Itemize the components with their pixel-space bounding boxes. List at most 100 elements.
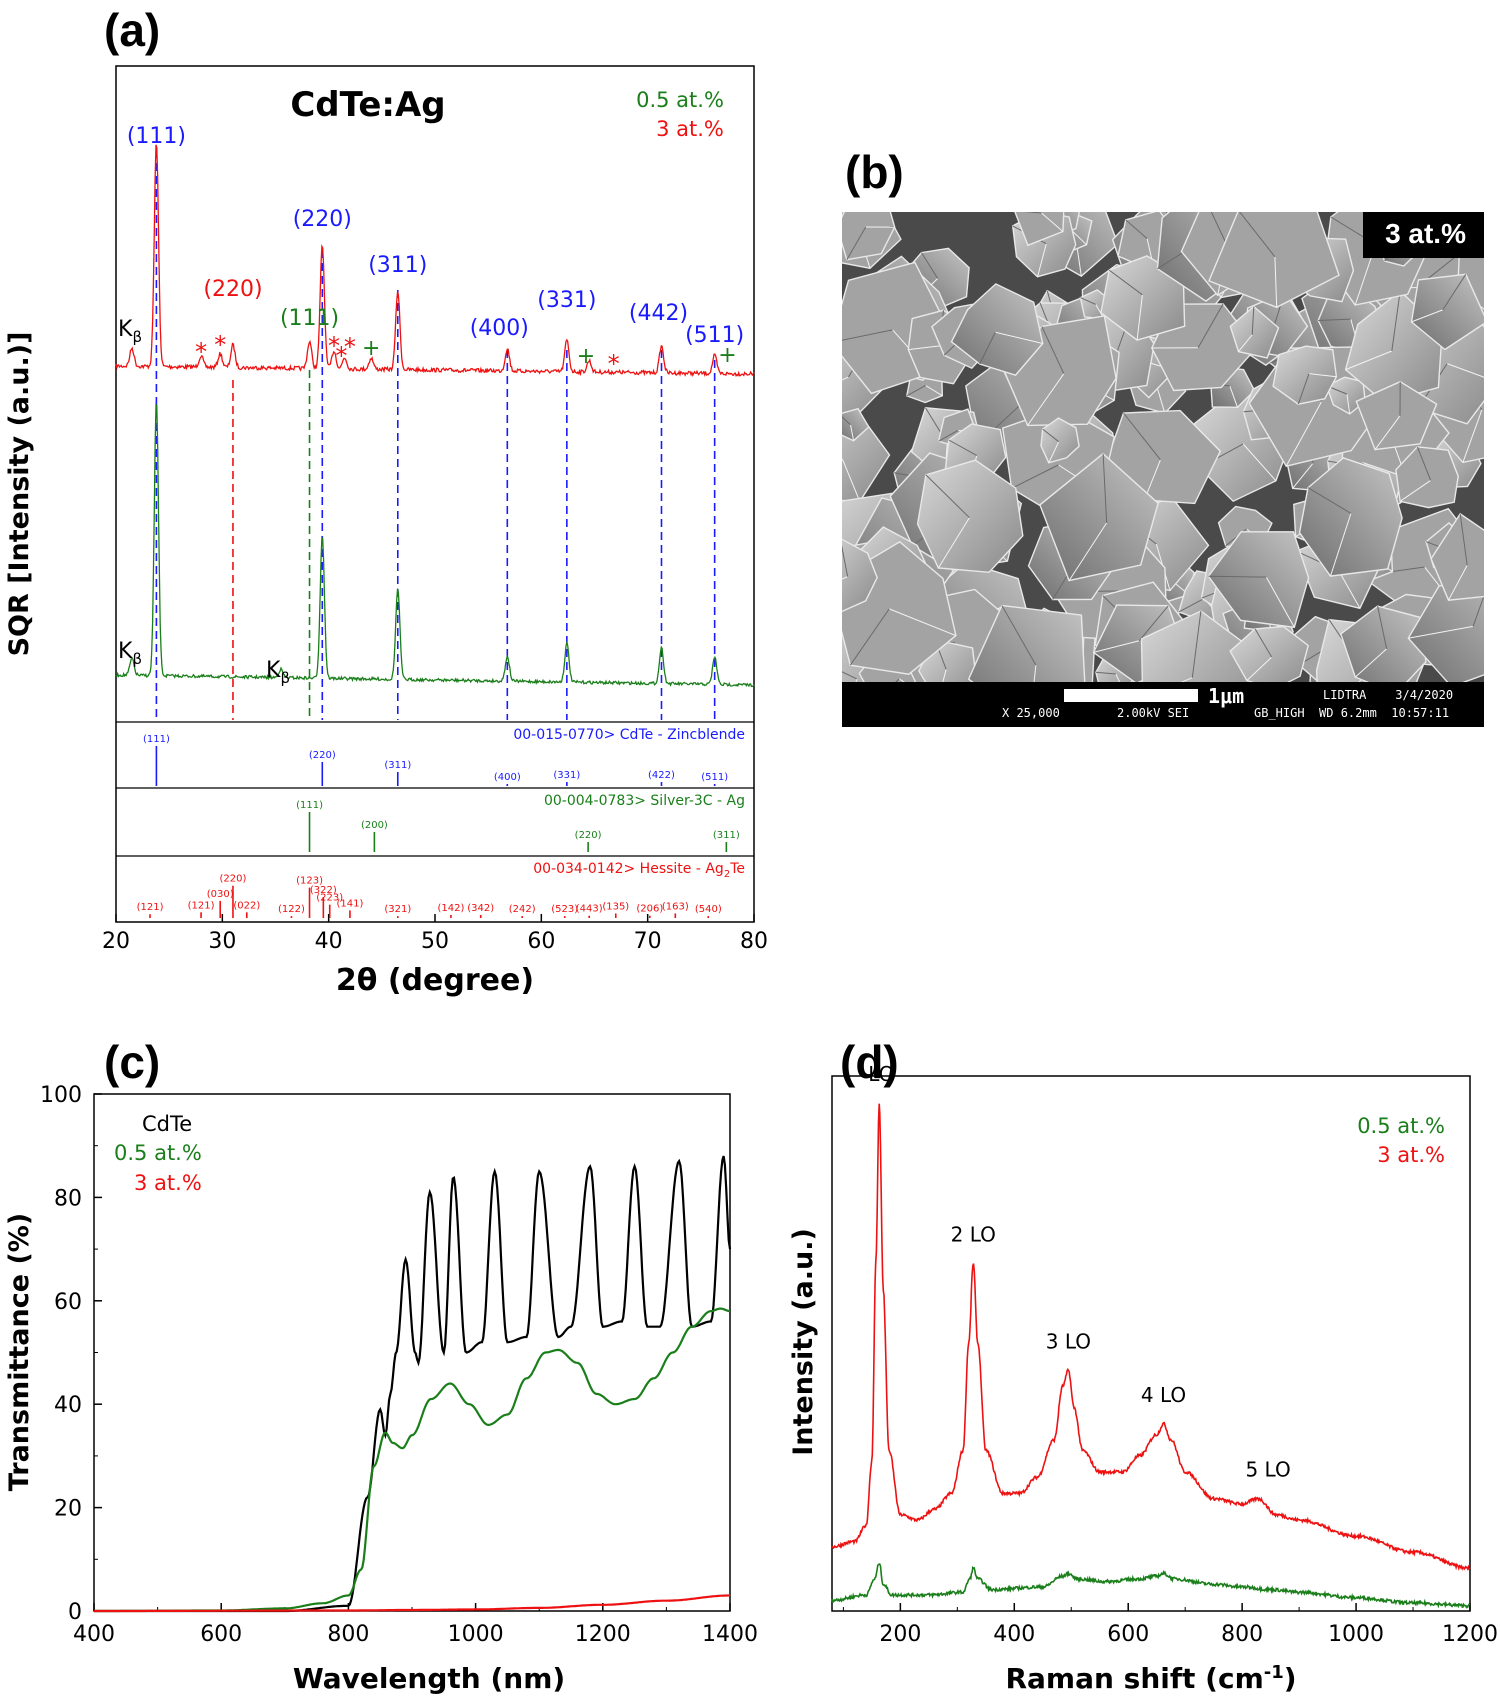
sem-crystal-edge (846, 226, 867, 260)
chart-a-peak-label: (220) (293, 207, 352, 232)
chart-d-ylabel: Intensity (a.u.) (788, 1228, 819, 1456)
chart-c-ytick-label: 20 (54, 1497, 82, 1522)
chart-a-ref-hkl: (223) (316, 893, 343, 904)
sem-crystal-edge (1102, 453, 1108, 523)
panel-label-b: (b) (845, 146, 904, 198)
sem-image: 3 at.% 1μm LIDTRA 3/4/2020 X 25,000 2.00… (842, 212, 1484, 727)
sem-info-magnification: X 25,000 (1002, 706, 1060, 720)
sem-crystal-edge (1308, 373, 1337, 378)
sem-crystal-edge (1072, 230, 1087, 246)
sem-crystal (1430, 512, 1484, 601)
chart-d-xtick-label: 1200 (1442, 1622, 1498, 1647)
chart-d-xtick-label: 400 (993, 1622, 1035, 1647)
sem-crystal-edge (849, 608, 890, 666)
chart-a-xtick-label: 40 (315, 929, 343, 954)
sem-crystal-edge (1042, 428, 1060, 443)
sem-crystal (1208, 212, 1340, 309)
sem-crystal-edge (1208, 575, 1267, 578)
chart-a-peak-label: (442) (629, 301, 688, 326)
chart-a-xtick-label: 50 (421, 929, 449, 954)
chart-a-ref-hkl: (111) (296, 800, 323, 811)
sem-micrograph (842, 212, 1484, 727)
sem-crystal-edge (1041, 326, 1065, 374)
sem-info-voltage: 2.00kV SEI (1117, 706, 1190, 720)
sem-crystal (842, 407, 870, 442)
sem-crystal-edge (1391, 291, 1401, 352)
sem-crystal-edge (1354, 648, 1387, 678)
chart-a-ref-hkl: (220) (220, 874, 247, 885)
sem-scale-bar (1064, 689, 1198, 702)
sem-crystal-edge (1178, 597, 1205, 613)
chart-a-xtick-label: 70 (634, 929, 662, 954)
sem-crystal-edge (937, 517, 970, 569)
sem-crystal-edge (1037, 243, 1047, 277)
chart-a-legend-red: 3 at.% (656, 117, 724, 141)
chart-a-peak-label: (511) (685, 323, 744, 348)
chart-a-xtick-label: 60 (527, 929, 555, 954)
sem-crystal-edge (1416, 446, 1432, 481)
sem-crystal-edge (1138, 605, 1169, 642)
chart-a-marker: * (328, 332, 340, 360)
chart-c-ytick-label: 0 (68, 1600, 82, 1625)
chart-a-ref-hkl: (200) (361, 820, 388, 831)
sem-crystal-edge (1011, 464, 1059, 489)
chart-a-marker: * (608, 350, 620, 378)
chart-c-xtick-label: 1200 (575, 1622, 631, 1647)
sem-info-details: GB_HIGH WD 6.2mm 10:57:11 (1254, 706, 1450, 720)
sem-crystal-edge (1123, 412, 1161, 461)
sem-crystal-edge (1446, 363, 1484, 378)
chart-a-ref-hkl: (030) (207, 889, 234, 900)
chart-a-ref-hkl: (422) (648, 770, 675, 781)
sem-crystal (1207, 531, 1310, 629)
chart-d-series-red (831, 1103, 1471, 1572)
sem-crystal (842, 212, 896, 261)
chart-a-ref-hkl: (142) (438, 903, 465, 914)
sem-crystal-edge (1292, 463, 1314, 489)
sem-crystal-edge (925, 474, 970, 519)
chart-a-series-red (115, 144, 755, 378)
sem-crystal-edge (1442, 274, 1467, 311)
sem-crystal-edge (1191, 610, 1202, 678)
sem-crystal (1395, 446, 1459, 509)
chart-a-marker: * (214, 331, 226, 359)
chart-a-ref-label: 00-034-0142> Hessite - Ag2Te (533, 861, 745, 880)
sem-crystal (1410, 273, 1484, 351)
chart-a-ref-hkl: (163) (662, 901, 689, 912)
sem-crystal-edge (1041, 212, 1064, 232)
chart-a-marker: + (577, 344, 595, 369)
chart-a-ref-hkl: (311) (384, 760, 411, 771)
sem-crystal-edge (1108, 269, 1143, 296)
sem-crystal-edge (1246, 656, 1273, 681)
sem-crystal-edge (1242, 443, 1277, 482)
sem-crystal-edge (1399, 480, 1431, 502)
chart-a-legend-green: 0.5 at.% (636, 88, 724, 112)
chart-a-kbeta-label: Kβ (266, 658, 290, 687)
sem-crystal-edge (1254, 628, 1273, 658)
chart-d-xlabel: Raman shift (cm-1) (1005, 1662, 1296, 1695)
chart-a-ref-label: 00-004-0783> Silver-3C - Ag (544, 793, 745, 809)
sem-crystal-edge (1048, 441, 1060, 464)
sem-crystal-edge (1408, 625, 1474, 639)
sem-crystal-edge (1197, 303, 1224, 348)
chart-a-marker: + (362, 336, 380, 361)
sem-crystal-edge (1459, 513, 1468, 566)
sem-crystal (1039, 452, 1159, 582)
sem-crystal-edge (850, 424, 855, 441)
chart-a-ref-hkl: (242) (509, 904, 536, 915)
chart-a-xtick-label: 30 (208, 929, 236, 954)
chart-c-ytick-label: 80 (54, 1186, 82, 1211)
chart-a-ref-hkl: (141) (336, 898, 363, 909)
sem-crystal-edge (1472, 594, 1484, 627)
chart-d-legend-green: 0.5 at.% (1357, 1114, 1445, 1138)
sem-crystal (950, 283, 1044, 377)
chart-a-ref-hkl: (121) (137, 902, 164, 913)
chart-c-legend-black: CdTe (142, 1112, 192, 1136)
sem-crystal-edge (979, 332, 996, 365)
chart-a-series-green (115, 403, 755, 688)
chart-c: CdTe 0.5 at.% 3 at.% Wavelength (nm) Tra… (4, 1083, 758, 1695)
sem-crystal (1014, 212, 1065, 247)
chart-c-xtick-label: 1400 (702, 1622, 758, 1647)
chart-a-ref-hkl: (322) (310, 885, 337, 896)
panel-label-c: (c) (104, 1036, 160, 1088)
sem-crystal-edge (842, 545, 849, 577)
